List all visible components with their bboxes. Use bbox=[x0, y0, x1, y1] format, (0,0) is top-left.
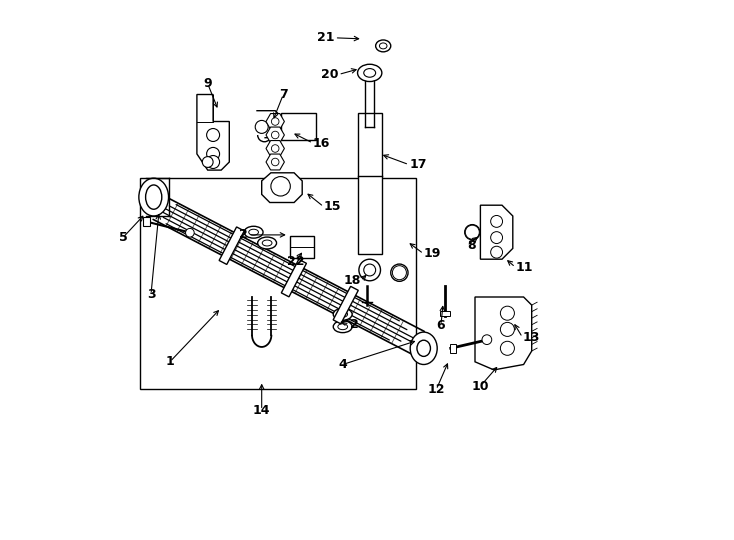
Ellipse shape bbox=[359, 259, 380, 281]
Text: 18: 18 bbox=[343, 274, 360, 287]
Bar bbox=[450, 344, 456, 353]
Polygon shape bbox=[475, 297, 531, 370]
Text: 21: 21 bbox=[317, 31, 335, 44]
Ellipse shape bbox=[417, 340, 430, 356]
Circle shape bbox=[255, 120, 268, 133]
Text: 6: 6 bbox=[437, 319, 446, 332]
Circle shape bbox=[186, 228, 195, 237]
Text: 14: 14 bbox=[253, 404, 270, 417]
Text: 3: 3 bbox=[147, 288, 156, 301]
Text: 9: 9 bbox=[203, 77, 212, 90]
Polygon shape bbox=[197, 94, 229, 170]
Ellipse shape bbox=[465, 225, 480, 240]
Text: 13: 13 bbox=[523, 331, 540, 344]
Circle shape bbox=[272, 118, 279, 125]
Circle shape bbox=[490, 232, 503, 244]
Polygon shape bbox=[281, 259, 307, 297]
Circle shape bbox=[271, 177, 291, 196]
Polygon shape bbox=[333, 286, 358, 324]
Polygon shape bbox=[262, 173, 302, 202]
Text: 15: 15 bbox=[324, 200, 341, 213]
Text: 8: 8 bbox=[467, 239, 476, 252]
Text: 16: 16 bbox=[313, 137, 330, 150]
Bar bbox=[440, 310, 450, 316]
Circle shape bbox=[501, 306, 515, 320]
Circle shape bbox=[490, 215, 503, 227]
Text: 2: 2 bbox=[349, 318, 358, 330]
Ellipse shape bbox=[338, 311, 348, 317]
Text: 17: 17 bbox=[409, 158, 426, 171]
Polygon shape bbox=[256, 111, 280, 138]
Polygon shape bbox=[219, 227, 244, 265]
Ellipse shape bbox=[258, 237, 277, 249]
Text: 10: 10 bbox=[472, 380, 489, 393]
Text: 12: 12 bbox=[427, 383, 445, 396]
Text: 1: 1 bbox=[166, 355, 174, 368]
Ellipse shape bbox=[145, 185, 161, 209]
Circle shape bbox=[206, 156, 219, 168]
Text: 22: 22 bbox=[287, 255, 305, 268]
Circle shape bbox=[501, 322, 515, 336]
Circle shape bbox=[393, 266, 407, 280]
Ellipse shape bbox=[390, 264, 408, 281]
Ellipse shape bbox=[364, 264, 376, 276]
Ellipse shape bbox=[262, 240, 272, 246]
Ellipse shape bbox=[338, 324, 348, 329]
Ellipse shape bbox=[379, 43, 387, 49]
Circle shape bbox=[501, 341, 515, 355]
Ellipse shape bbox=[364, 69, 376, 77]
Bar bbox=[143, 217, 150, 226]
Bar bbox=[280, 113, 316, 140]
Ellipse shape bbox=[357, 64, 382, 82]
Circle shape bbox=[465, 225, 479, 239]
Text: 2: 2 bbox=[239, 228, 248, 241]
Circle shape bbox=[206, 147, 219, 160]
Ellipse shape bbox=[333, 321, 352, 333]
Text: 5: 5 bbox=[119, 231, 127, 244]
Circle shape bbox=[272, 158, 279, 166]
Bar bbox=[291, 236, 314, 258]
Text: 4: 4 bbox=[338, 358, 347, 371]
Text: 11: 11 bbox=[515, 261, 533, 274]
Circle shape bbox=[272, 145, 279, 152]
Circle shape bbox=[206, 129, 219, 141]
Circle shape bbox=[272, 131, 279, 139]
Ellipse shape bbox=[244, 226, 263, 238]
Bar bbox=[140, 178, 415, 389]
Text: 7: 7 bbox=[279, 88, 288, 101]
Ellipse shape bbox=[249, 229, 258, 235]
Ellipse shape bbox=[139, 178, 169, 216]
Circle shape bbox=[482, 335, 492, 345]
Text: 20: 20 bbox=[321, 68, 338, 81]
Ellipse shape bbox=[410, 332, 437, 365]
Ellipse shape bbox=[333, 308, 352, 320]
Ellipse shape bbox=[376, 40, 390, 52]
Bar bbox=[357, 113, 382, 254]
Text: 19: 19 bbox=[424, 247, 441, 260]
Circle shape bbox=[490, 246, 503, 258]
Polygon shape bbox=[480, 205, 513, 259]
Circle shape bbox=[203, 157, 213, 167]
